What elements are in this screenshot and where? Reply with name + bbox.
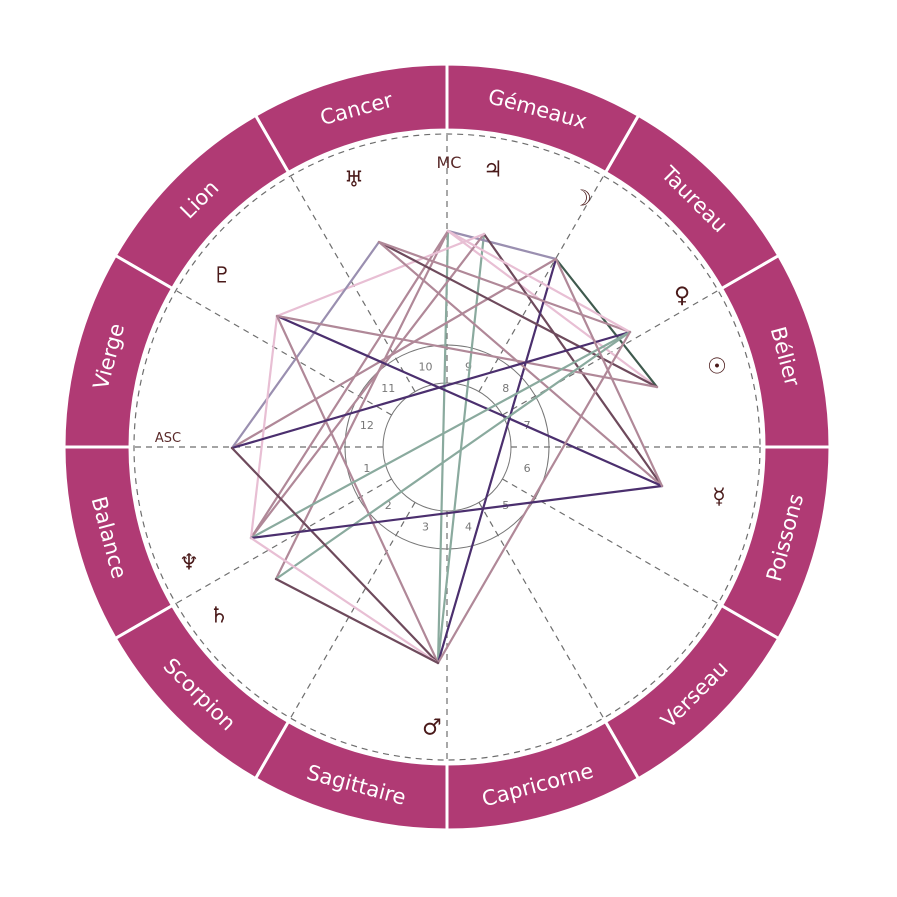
aspect-line	[446, 229, 558, 261]
aspect-line	[275, 314, 664, 488]
mc-label: MC	[437, 153, 462, 172]
aspect-lines	[230, 229, 664, 665]
aspect-line	[249, 484, 664, 540]
aspect-line	[230, 330, 632, 450]
planet-glyph-soleil-icon: ☉	[707, 355, 727, 380]
zodiac-sign-segment	[719, 445, 832, 641]
aspect-line	[274, 229, 450, 581]
asc-label: ASC	[155, 431, 181, 446]
aspect-line	[436, 229, 450, 665]
house-inner-circle	[382, 382, 512, 512]
house-number: 10	[419, 360, 433, 373]
aspect-line	[446, 229, 659, 389]
planet-glyph-neptune-icon: ♆	[179, 551, 199, 576]
aspect-line	[249, 314, 279, 540]
aspect-line	[275, 314, 440, 665]
aspect-line	[446, 229, 632, 334]
aspect-line	[554, 257, 664, 488]
aspect-line	[230, 257, 558, 450]
planet-glyph-pluton-icon: ♇	[212, 264, 232, 289]
aspect-line	[249, 536, 440, 665]
axis-labels: ASC MC	[155, 153, 462, 446]
house-circles: 123456789101112	[344, 344, 550, 550]
house-number: 4	[465, 521, 472, 534]
aspect-line	[377, 240, 632, 334]
house-cusp-line	[289, 175, 416, 392]
aspect-line	[230, 446, 440, 665]
house-cusp-line	[502, 478, 719, 605]
aspect-line	[436, 257, 558, 665]
planet-glyph-saturne-icon: ♄	[209, 604, 229, 629]
aspect-line	[249, 330, 632, 540]
house-cusp-line	[289, 502, 416, 719]
aspect-line	[274, 577, 440, 665]
house-outer-circle	[344, 344, 550, 550]
planet-glyphs: ♃ ♅ ☽ ♇ ♀ ☉ ☿ ♆ ♄ ♂	[179, 158, 727, 741]
aspect-line	[274, 330, 632, 581]
aspect-line	[275, 314, 659, 389]
planet-glyph-uranus-icon: ♅	[344, 168, 364, 193]
house-cusp-lines	[133, 133, 761, 761]
aspect-line	[230, 240, 381, 450]
planet-glyph-mercure-icon: ☿	[712, 485, 726, 510]
planet-glyph-lune-icon: ☽	[572, 187, 592, 212]
dashed-boundary-circle	[133, 133, 761, 761]
aspect-line	[436, 330, 632, 665]
aspect-line	[377, 240, 659, 389]
planet-glyph-vénus-icon: ♀	[674, 284, 690, 309]
house-number: 8	[502, 382, 509, 395]
aspect-line	[275, 232, 486, 318]
house-number: 11	[381, 382, 395, 395]
aspect-line	[249, 229, 450, 540]
aspect-line	[482, 232, 664, 488]
zodiac-ring: BélierTaureauGémeauxCancerLionViergeBala…	[62, 62, 832, 832]
house-number: 2	[385, 499, 392, 512]
planet-glyph-jupiter-icon: ♃	[483, 158, 503, 183]
house-number: 12	[360, 419, 374, 432]
house-number: 1	[363, 462, 370, 475]
planet-glyph-mars-icon: ♂	[422, 716, 442, 741]
house-cusp-line	[175, 478, 392, 605]
house-cusp-line	[175, 289, 392, 416]
house-number: 3	[422, 521, 429, 534]
house-cusp-line	[478, 502, 605, 719]
house-number: 6	[524, 462, 531, 475]
aspect-line	[249, 232, 486, 540]
house-number: 9	[465, 360, 472, 373]
